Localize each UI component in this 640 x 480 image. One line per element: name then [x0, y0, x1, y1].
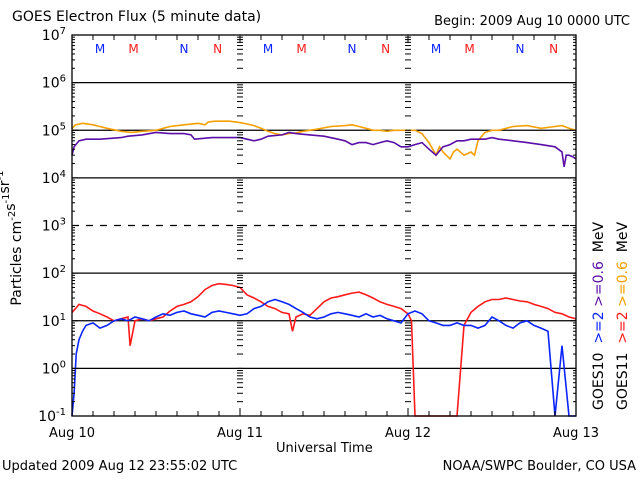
gridlines — [72, 81, 576, 370]
y-tick-label: 101 — [42, 312, 66, 330]
mn-marker: N — [180, 42, 189, 56]
legend-line: GOES10 >=2 >=0.6 MeV — [591, 222, 607, 410]
updated-timestamp: Updated 2009 Aug 12 23:55:02 UTC — [2, 459, 238, 474]
legend-entry — [591, 252, 607, 261]
mn-marker: N — [549, 42, 558, 56]
y-axis-label: Particles cm-2s-1sr-1 — [0, 170, 25, 305]
x-tick-label: Aug 11 — [217, 426, 263, 441]
x-tick-label: Aug 12 — [385, 426, 431, 441]
mn-marker: N — [381, 42, 390, 56]
chart-title: GOES Electron Flux (5 minute data) — [12, 9, 262, 25]
legend-entry: >=2 — [615, 311, 631, 343]
y-tick-label: 104 — [42, 169, 66, 187]
legend-entry — [591, 344, 607, 353]
mn-marker: M — [431, 42, 441, 56]
y-tick-label: 107 — [42, 26, 66, 44]
legend-entry: >=0.6 — [615, 261, 631, 307]
y-tick-label: 105 — [42, 121, 66, 139]
axes — [71, 34, 577, 417]
credit-text: NOAA/SWPC Boulder, CO USA — [442, 459, 636, 474]
mn-marker: M — [263, 42, 273, 56]
mn-marker: M — [464, 42, 474, 56]
mn-marker: M — [296, 42, 306, 56]
y-tick-label: 100 — [42, 359, 66, 377]
mn-marker: M — [128, 42, 138, 56]
mn-marker: M — [95, 42, 105, 56]
legend-entry — [615, 252, 631, 261]
series-group — [71, 120, 577, 417]
y-tick-label: 10-1 — [38, 407, 66, 425]
legend-entry: >=2 — [591, 311, 607, 343]
y-tick-labels: 107 106 105 104 103 102 101 100 10-1 — [38, 26, 66, 425]
begin-time: Begin: 2009 Aug 10 0000 UTC — [434, 14, 630, 29]
mn-marker: N — [516, 42, 525, 56]
x-tick-labels: Aug 10 Aug 11 Aug 12 Aug 13 — [49, 426, 599, 441]
x-tick-label: Aug 13 — [553, 426, 599, 441]
x-axis-label: Universal Time — [276, 441, 373, 456]
series-line — [71, 298, 576, 417]
legend-entry: >=0.6 — [591, 261, 607, 307]
legend-entry: MeV — [615, 222, 631, 253]
legend-entry: GOES10 — [591, 353, 607, 410]
series-line — [71, 282, 577, 417]
legend-entry — [615, 344, 631, 353]
x-tick-label: Aug 10 — [49, 426, 95, 441]
y-tick-label: 106 — [42, 74, 66, 92]
mn-marker: N — [348, 42, 357, 56]
y-tick-label: 102 — [42, 264, 66, 282]
series-line — [71, 131, 577, 168]
legend-entry: MeV — [591, 222, 607, 253]
mn-marker: N — [213, 42, 222, 56]
legend-entry: GOES11 — [615, 353, 631, 410]
legend-line: GOES11 >=2 >=0.6 MeV — [615, 222, 631, 410]
y-tick-label: 103 — [42, 217, 66, 235]
